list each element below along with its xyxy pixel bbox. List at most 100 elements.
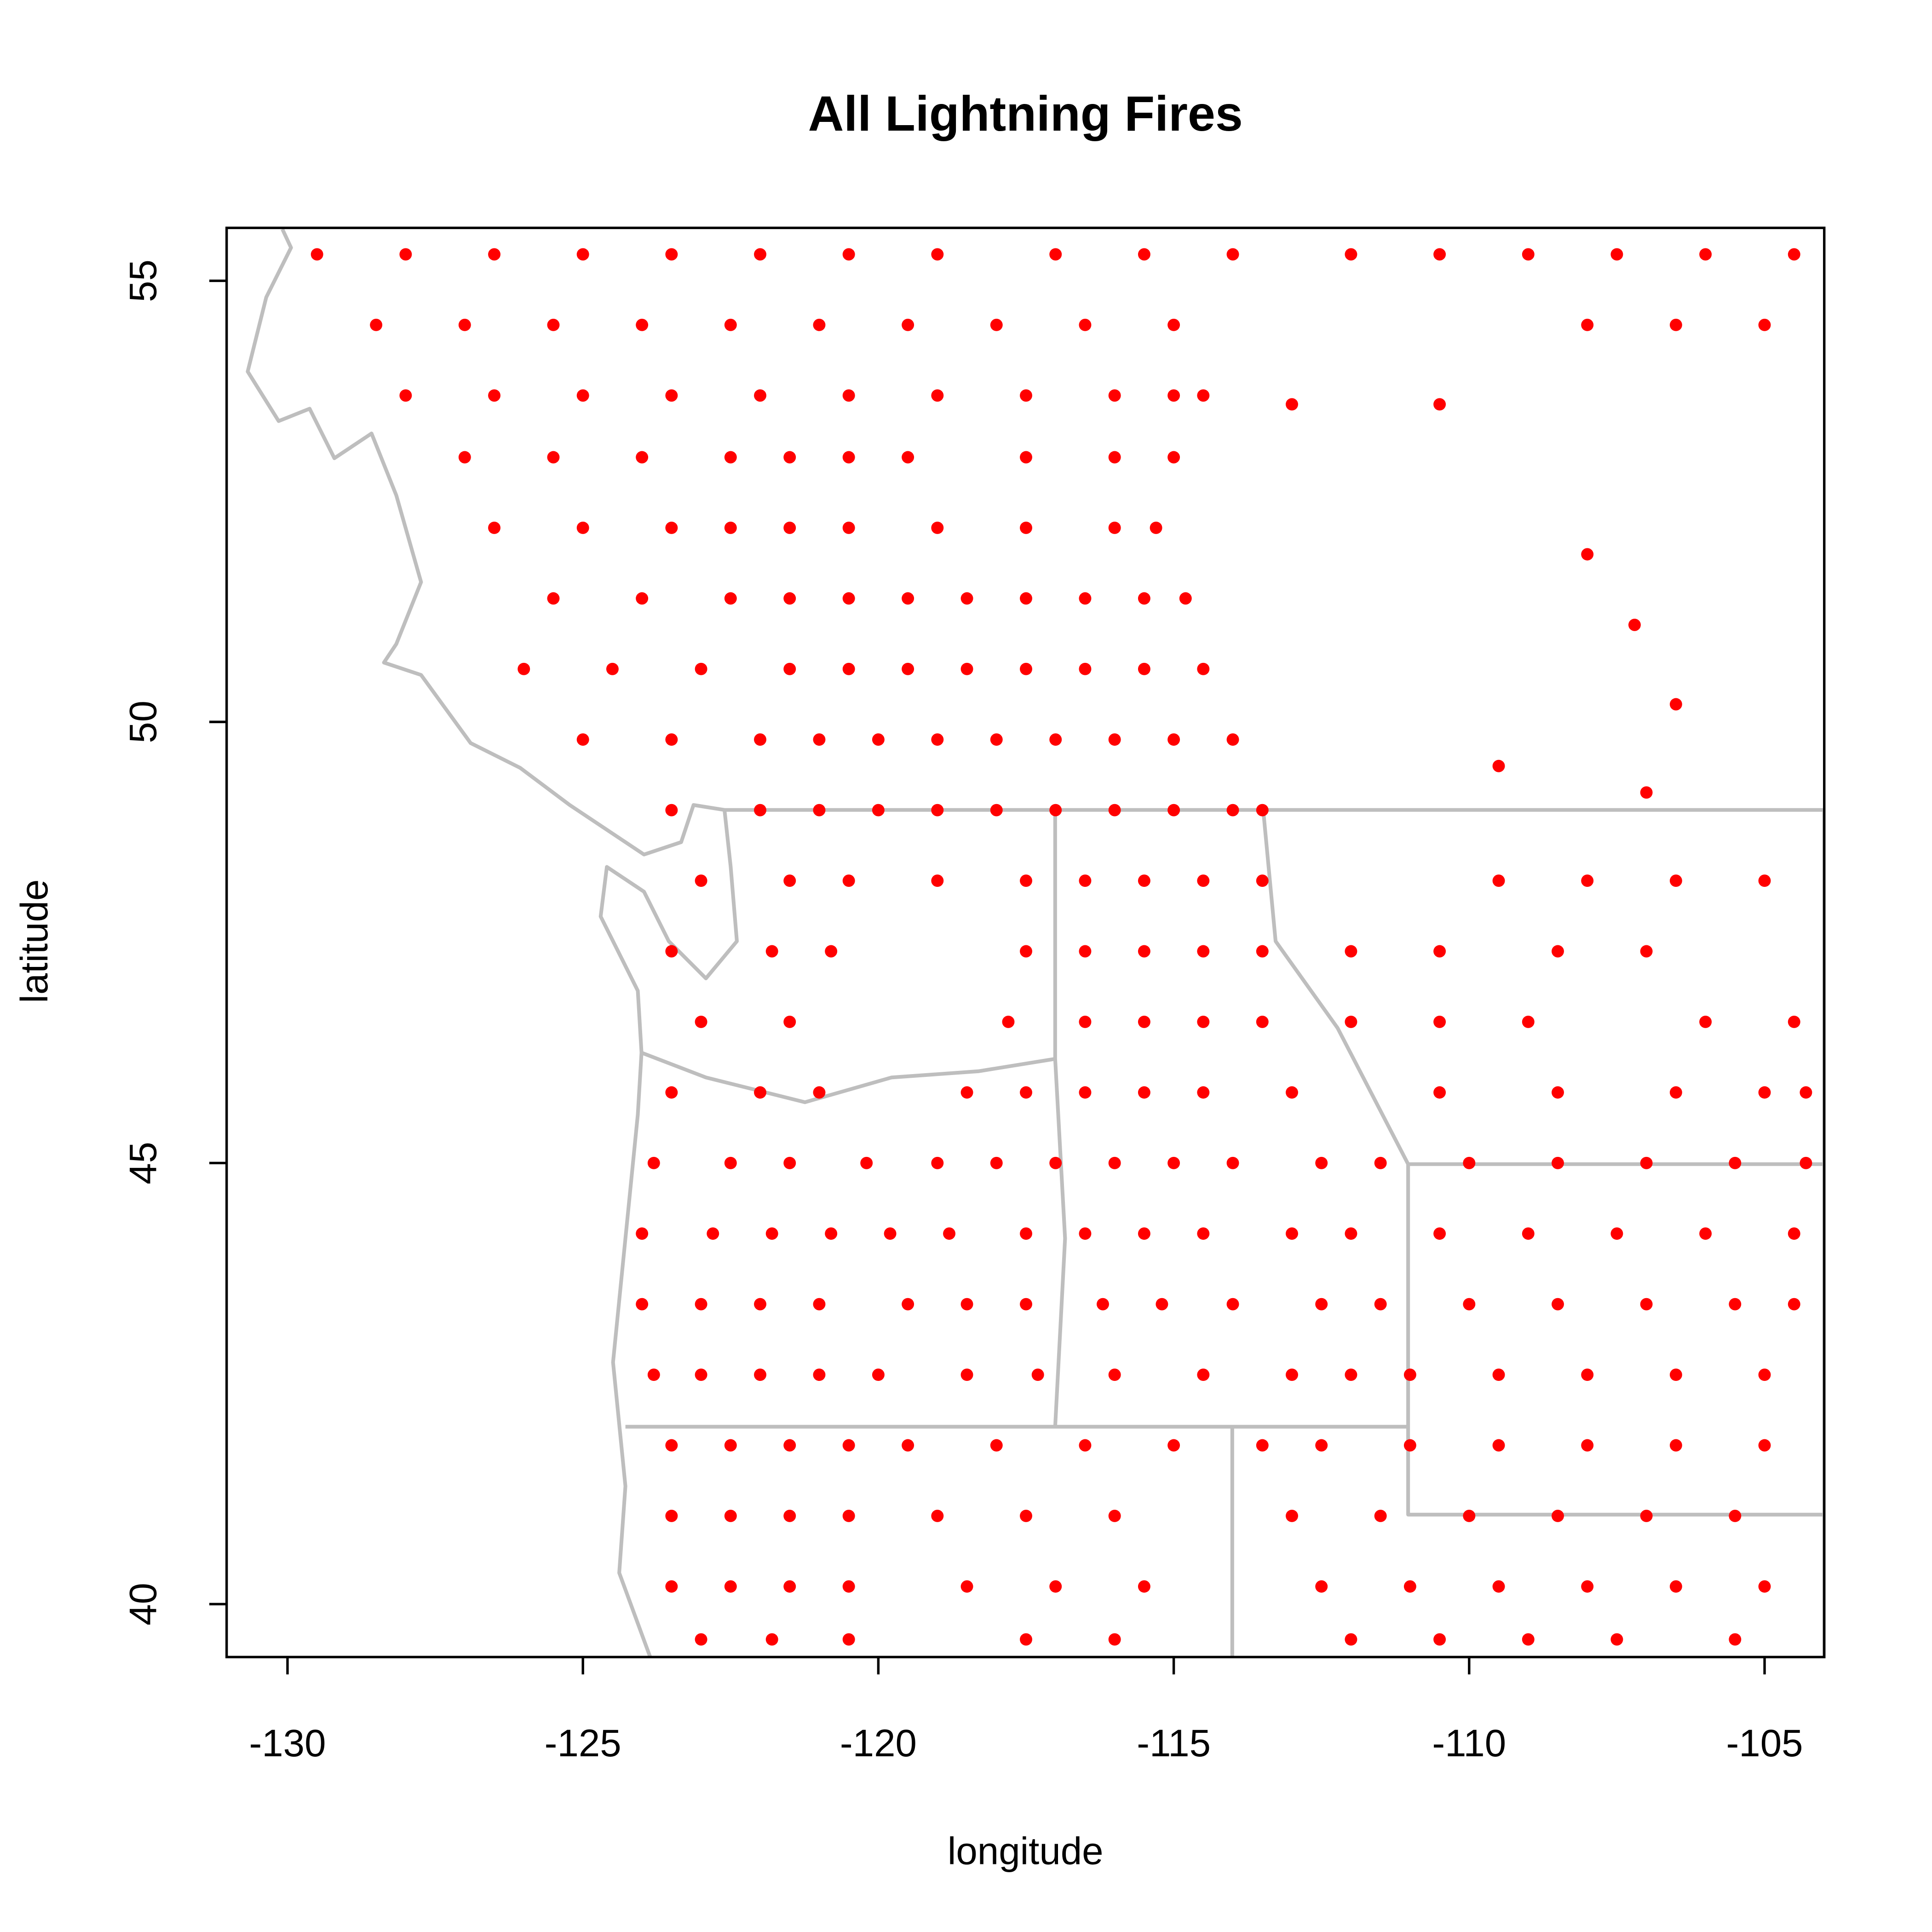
point	[1552, 1156, 1564, 1169]
point	[1374, 1156, 1387, 1169]
point	[1286, 1509, 1298, 1522]
y-tick-label: 45	[121, 1142, 165, 1184]
point	[1256, 804, 1269, 816]
point	[310, 248, 323, 261]
point	[1758, 1439, 1771, 1452]
point	[1315, 1439, 1328, 1452]
y-axis-label: latitude	[12, 880, 56, 1003]
point	[1256, 874, 1269, 887]
point	[1049, 804, 1062, 816]
x-tick-label: -115	[1137, 1721, 1211, 1765]
point	[813, 733, 826, 746]
point	[825, 1227, 838, 1240]
point	[1403, 1580, 1416, 1593]
point	[842, 662, 855, 675]
point	[1669, 1580, 1682, 1593]
point	[1581, 1439, 1594, 1452]
point	[1256, 1015, 1269, 1028]
point	[1167, 318, 1180, 331]
point	[1167, 733, 1180, 746]
point	[724, 1156, 737, 1169]
point	[1108, 1368, 1121, 1381]
x-tick-label: -120	[840, 1721, 917, 1765]
point	[990, 318, 1003, 331]
point	[1640, 1509, 1653, 1522]
point	[1167, 804, 1180, 816]
point	[1138, 248, 1150, 261]
plot-frame	[225, 226, 1826, 1658]
point	[1079, 1015, 1092, 1028]
point	[1345, 1015, 1357, 1028]
point	[902, 451, 914, 464]
point	[783, 521, 796, 534]
point	[813, 1086, 826, 1099]
point	[1138, 662, 1150, 675]
point	[1020, 389, 1032, 402]
point	[1049, 1156, 1062, 1169]
point	[842, 1580, 855, 1593]
point	[1315, 1156, 1328, 1169]
point	[960, 592, 973, 605]
point	[1492, 874, 1505, 887]
point	[636, 1227, 649, 1240]
border	[724, 808, 1824, 1657]
point	[1226, 248, 1239, 261]
point	[1610, 1227, 1623, 1240]
point	[665, 1509, 678, 1522]
point	[547, 451, 560, 464]
point	[1800, 1086, 1812, 1099]
point	[458, 318, 471, 331]
point	[1256, 1439, 1269, 1452]
point	[884, 1227, 897, 1240]
point	[783, 1156, 796, 1169]
point	[547, 592, 560, 605]
point	[842, 451, 855, 464]
point	[1463, 1509, 1476, 1522]
point	[1669, 1368, 1682, 1381]
point	[665, 1439, 678, 1452]
x-tick-label: -125	[545, 1721, 621, 1765]
point	[1197, 389, 1210, 402]
point	[1640, 1298, 1653, 1311]
point	[783, 592, 796, 605]
point	[647, 1156, 660, 1169]
points	[310, 248, 1812, 1646]
point	[931, 733, 944, 746]
point	[636, 592, 649, 605]
point	[1020, 1509, 1032, 1522]
point	[1522, 1015, 1535, 1028]
point	[1097, 1298, 1109, 1311]
point	[1108, 1633, 1121, 1646]
point	[1640, 786, 1653, 799]
point	[931, 248, 944, 261]
point	[1079, 945, 1092, 958]
point	[1108, 521, 1121, 534]
point	[990, 804, 1003, 816]
point	[960, 1368, 973, 1381]
point	[1197, 945, 1210, 958]
point	[1699, 1227, 1712, 1240]
point	[1610, 248, 1623, 261]
point	[1079, 874, 1092, 887]
point	[813, 804, 826, 816]
point	[783, 451, 796, 464]
point	[1079, 1086, 1092, 1099]
point	[1403, 1368, 1416, 1381]
point	[1669, 874, 1682, 887]
point	[1669, 698, 1682, 711]
point	[1345, 248, 1357, 261]
point	[931, 874, 944, 887]
point	[1758, 1580, 1771, 1593]
point	[665, 1580, 678, 1593]
point	[1020, 521, 1032, 534]
y-tick-label: 40	[121, 1583, 165, 1626]
point	[1286, 1368, 1298, 1381]
point	[931, 521, 944, 534]
point	[695, 1015, 707, 1028]
point	[1699, 1015, 1712, 1028]
point	[1345, 1227, 1357, 1240]
point	[1020, 592, 1032, 605]
point	[754, 1086, 766, 1099]
point	[576, 248, 589, 261]
point	[1581, 548, 1594, 561]
